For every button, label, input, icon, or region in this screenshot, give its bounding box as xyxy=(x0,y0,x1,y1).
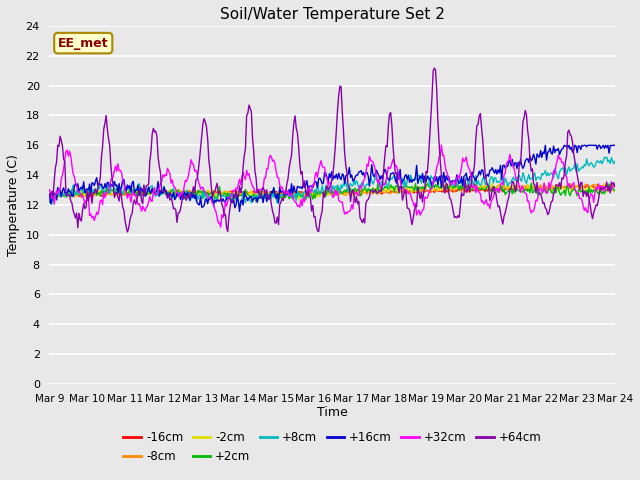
+8cm xyxy=(561,169,568,175)
+8cm xyxy=(210,204,218,210)
-8cm xyxy=(390,189,398,195)
X-axis label: Time: Time xyxy=(317,407,348,420)
+64cm xyxy=(285,165,293,171)
+64cm xyxy=(611,184,619,190)
-8cm xyxy=(364,192,371,197)
-2cm xyxy=(390,187,398,193)
+2cm xyxy=(284,192,292,198)
Line: -16cm: -16cm xyxy=(49,185,615,197)
+64cm xyxy=(124,229,131,235)
+32cm xyxy=(223,203,230,209)
-2cm xyxy=(611,188,619,194)
Line: +8cm: +8cm xyxy=(49,157,615,207)
+16cm xyxy=(221,199,229,205)
+8cm xyxy=(223,196,230,202)
Line: +64cm: +64cm xyxy=(49,68,615,232)
+8cm xyxy=(364,181,371,187)
+64cm xyxy=(364,198,371,204)
+32cm xyxy=(45,187,53,192)
+8cm xyxy=(285,193,293,199)
-16cm xyxy=(390,188,398,193)
+16cm xyxy=(611,143,619,148)
+16cm xyxy=(285,187,293,192)
+64cm xyxy=(390,158,398,164)
+16cm xyxy=(45,192,53,198)
+64cm xyxy=(45,191,53,197)
+8cm xyxy=(462,174,470,180)
-16cm xyxy=(364,189,371,194)
Line: -8cm: -8cm xyxy=(49,183,615,197)
+16cm xyxy=(390,172,398,178)
+16cm xyxy=(364,169,371,175)
+64cm xyxy=(431,65,438,71)
+64cm xyxy=(463,189,471,195)
+2cm xyxy=(462,184,470,190)
+32cm xyxy=(285,193,293,199)
+32cm xyxy=(561,173,569,179)
-16cm xyxy=(561,184,568,190)
+32cm xyxy=(390,159,398,165)
-16cm xyxy=(54,194,61,200)
+2cm xyxy=(611,188,619,193)
+2cm xyxy=(221,191,229,197)
+16cm xyxy=(462,170,470,176)
Legend: -16cm, -8cm, -2cm, +2cm, +8cm, +16cm, +32cm, +64cm: -16cm, -8cm, -2cm, +2cm, +8cm, +16cm, +3… xyxy=(119,426,546,468)
Title: Soil/Water Temperature Set 2: Soil/Water Temperature Set 2 xyxy=(220,7,445,22)
-2cm xyxy=(221,191,229,197)
+2cm xyxy=(45,199,53,205)
+64cm xyxy=(223,225,230,230)
-16cm xyxy=(584,182,591,188)
+2cm xyxy=(389,184,397,190)
+16cm xyxy=(236,209,243,215)
Text: EE_met: EE_met xyxy=(58,36,109,49)
-2cm xyxy=(295,197,303,203)
-16cm xyxy=(462,190,470,195)
-16cm xyxy=(45,192,53,197)
+16cm xyxy=(561,144,569,149)
-2cm xyxy=(45,192,53,198)
-16cm xyxy=(285,191,293,196)
+32cm xyxy=(438,142,445,148)
+16cm xyxy=(541,143,549,148)
-8cm xyxy=(462,186,470,192)
-8cm xyxy=(561,184,569,190)
-2cm xyxy=(446,180,454,186)
+2cm xyxy=(362,186,370,192)
-8cm xyxy=(223,190,230,196)
-8cm xyxy=(540,180,548,186)
+2cm xyxy=(561,188,568,193)
-8cm xyxy=(45,192,53,198)
-16cm xyxy=(223,190,230,195)
-2cm xyxy=(561,188,569,193)
-2cm xyxy=(284,192,292,198)
+32cm xyxy=(217,224,225,230)
-2cm xyxy=(463,184,471,190)
-2cm xyxy=(364,188,371,194)
Line: +2cm: +2cm xyxy=(49,183,615,202)
-16cm xyxy=(611,184,619,190)
Line: +16cm: +16cm xyxy=(49,145,615,212)
+32cm xyxy=(463,161,471,167)
+32cm xyxy=(611,183,619,189)
+8cm xyxy=(611,158,619,164)
-8cm xyxy=(285,190,293,196)
Y-axis label: Temperature (C): Temperature (C) xyxy=(7,154,20,256)
+32cm xyxy=(364,161,371,167)
Line: +32cm: +32cm xyxy=(49,145,615,227)
+64cm xyxy=(561,158,569,164)
Line: -2cm: -2cm xyxy=(49,183,615,200)
+2cm xyxy=(453,180,461,186)
-8cm xyxy=(70,194,78,200)
-8cm xyxy=(611,184,619,190)
+8cm xyxy=(45,191,53,196)
+8cm xyxy=(603,154,611,160)
+8cm xyxy=(390,172,398,178)
